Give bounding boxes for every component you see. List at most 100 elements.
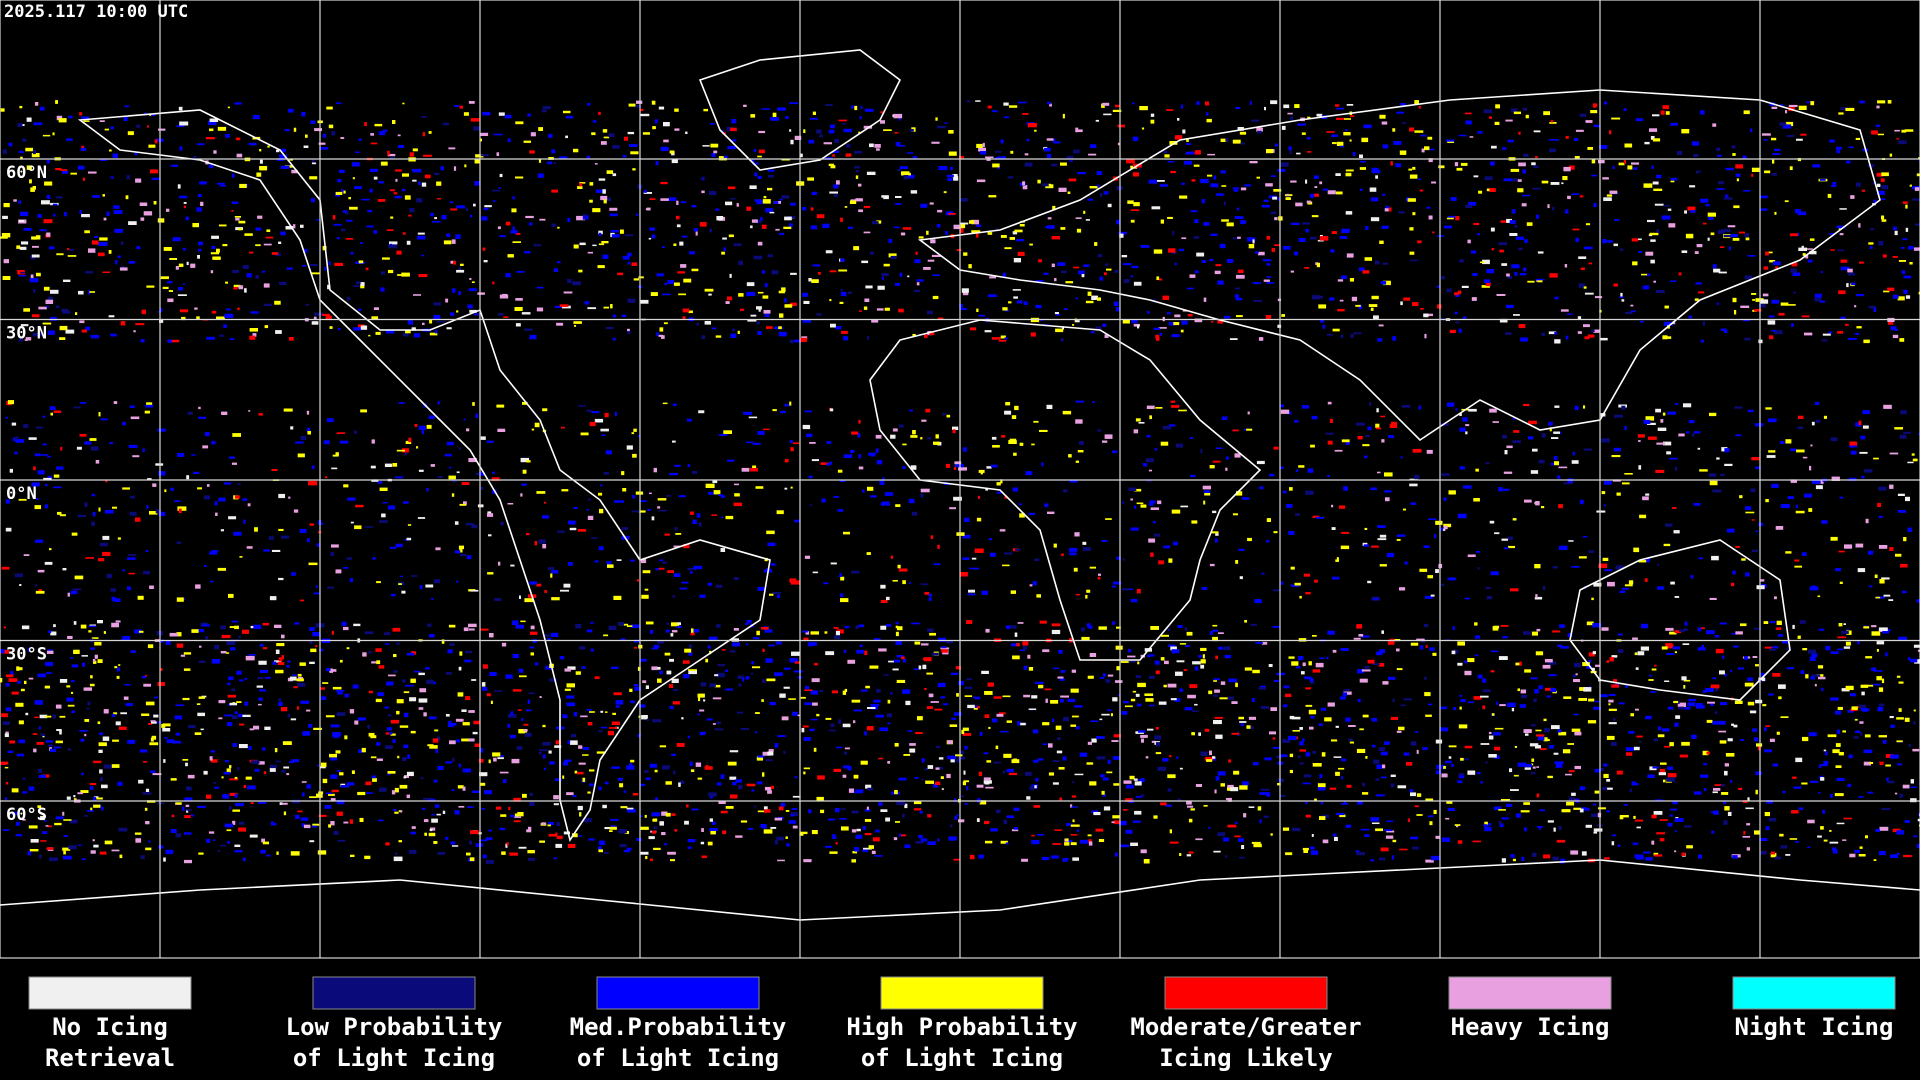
icing-speck [707,582,712,586]
icing-speck [1148,538,1156,543]
icing-speck [1611,841,1615,846]
icing-speck [88,171,97,174]
icing-speck [901,656,905,660]
icing-speck [446,327,452,330]
icing-speck [1563,166,1571,172]
icing-speck [1828,233,1836,235]
icing-speck [1638,465,1642,470]
icing-speck [1782,790,1786,794]
icing-speck [1027,654,1031,659]
icing-speck [1407,198,1416,202]
icing-speck [1637,854,1644,858]
icing-speck [1798,807,1804,811]
icing-speck [1710,684,1720,689]
icing-speck [1724,673,1727,677]
icing-speck [418,707,424,710]
icing-speck [1319,181,1323,185]
icing-speck [1839,581,1843,584]
icing-speck [1752,549,1758,552]
icing-speck [104,840,113,845]
icing-speck [876,220,882,224]
icing-speck [1878,703,1885,707]
icing-speck [1114,852,1118,857]
icing-speck [219,334,224,337]
icing-speck [384,463,393,467]
icing-speck [1539,809,1545,812]
icing-speck [1873,670,1883,672]
icing-speck [669,150,675,154]
icing-speck [1257,806,1262,811]
icing-speck [518,668,524,673]
icing-speck [275,330,282,334]
icing-speck [1273,679,1279,682]
icing-speck [113,205,120,209]
icing-speck [579,183,583,187]
icing-speck [1573,679,1580,683]
icing-speck [1702,690,1707,693]
icing-speck [1881,808,1891,811]
icing-speck [97,659,103,663]
icing-speck [935,117,938,121]
icing-speck [1364,455,1368,459]
icing-speck [56,305,60,309]
icing-speck [405,440,412,444]
icing-speck [1526,222,1533,226]
icing-speck [294,622,300,625]
icing-speck [1573,674,1576,678]
icing-speck [1113,783,1120,786]
icing-speck [1158,701,1167,705]
icing-speck [1396,648,1400,652]
icing-speck [959,303,963,309]
icing-speck [1483,109,1492,114]
icing-speck [1500,220,1509,223]
icing-speck [582,747,589,750]
icing-speck [1879,826,1889,831]
icing-speck [1160,634,1169,637]
icing-speck [730,127,737,132]
icing-speck [39,229,47,232]
icing-speck [1154,735,1162,740]
icing-speck [777,107,786,111]
icing-speck [1703,222,1707,225]
icing-speck [993,761,1001,764]
icing-speck [1632,261,1638,266]
icing-speck [291,572,296,576]
icing-speck [1464,112,1472,115]
icing-speck [223,482,232,485]
icing-speck [402,173,409,177]
icing-speck [754,731,758,734]
icing-speck [1846,630,1852,635]
icing-speck [318,791,324,794]
icing-speck [1311,834,1314,837]
icing-speck [527,850,535,854]
icing-speck [37,768,43,773]
icing-speck [1014,405,1019,411]
icing-speck [538,539,546,544]
icing-speck [1814,297,1822,302]
icing-speck [802,630,808,633]
icing-speck [258,761,265,765]
icing-speck [757,810,766,813]
icing-speck [1636,238,1642,241]
icing-speck [133,330,136,333]
icing-speck [514,307,523,311]
icing-speck [1037,179,1041,184]
icing-speck [709,228,713,233]
icing-speck [428,634,435,638]
icing-speck [1617,633,1623,636]
icing-speck [213,150,217,154]
icing-speck [1525,114,1529,119]
icing-speck [179,309,188,313]
icing-speck [399,810,403,813]
icing-speck [34,700,43,705]
icing-speck [1092,401,1095,403]
icing-speck [32,332,42,337]
icing-speck [1038,259,1042,263]
icing-speck [126,175,130,180]
icing-speck [725,688,734,691]
icing-speck [1449,577,1454,581]
icing-speck [1554,339,1561,344]
icing-speck [1587,147,1593,150]
icing-speck [1903,275,1912,279]
icing-speck [1864,684,1874,687]
